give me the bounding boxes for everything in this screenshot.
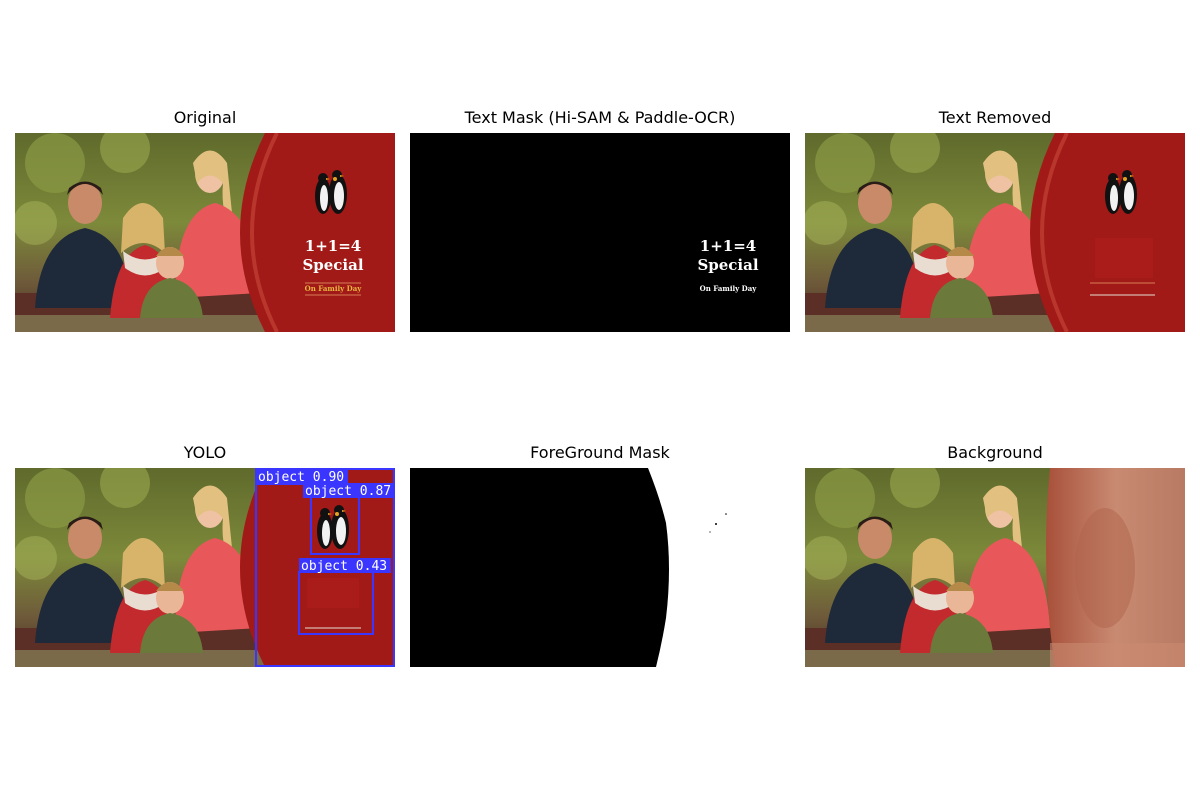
detection-label-1: object 0.90	[258, 470, 344, 485]
mask-headline-2: Special	[697, 256, 758, 274]
poster-headline-2: Special	[302, 256, 363, 274]
red-banner-shape	[240, 133, 395, 332]
mask-tagline: On Family Day	[700, 284, 758, 293]
panel-title-background: Background	[947, 443, 1043, 462]
background-image	[805, 468, 1185, 667]
yolo-image: object 0.90 object 0.87 object 0.43	[15, 468, 395, 667]
detection-label-2: object 0.87	[305, 484, 391, 499]
panel-title-text-removed: Text Removed	[938, 108, 1052, 127]
panel-title-foreground-mask: ForeGround Mask	[530, 443, 670, 462]
panel-title-yolo: YOLO	[183, 443, 227, 462]
foreground-region	[410, 468, 669, 667]
poster-tagline: On Family Day	[305, 284, 363, 293]
panel-title-original: Original	[173, 108, 237, 127]
text-mask-image: 1+1=4 Special On Family Day	[410, 133, 790, 332]
panel-title-text-mask: Text Mask (Hi-SAM & Paddle-OCR)	[464, 108, 736, 127]
mask-headline-1: 1+1=4	[700, 237, 756, 255]
foreground-mask-image	[410, 468, 790, 667]
text-removed-image	[805, 133, 1185, 332]
poster-headline-1: 1+1=4	[305, 237, 361, 255]
original-image: 1+1=4 Special On Family Day	[15, 133, 395, 332]
detection-label-3: object 0.43	[301, 559, 387, 574]
